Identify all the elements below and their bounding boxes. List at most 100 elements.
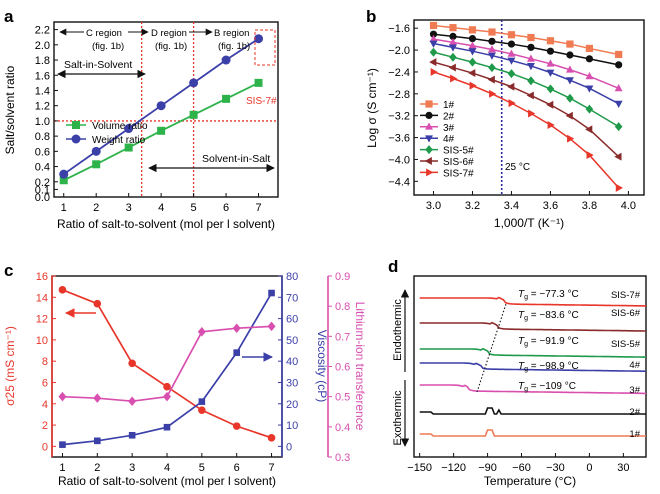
data-point — [585, 72, 594, 80]
data-point — [267, 434, 276, 442]
legend-marker-weight — [71, 134, 81, 144]
data-point — [528, 109, 536, 118]
data-point — [448, 63, 456, 72]
panel-c-ylabel-viscosity: Viscosity (cP) — [315, 330, 329, 402]
panel-a-xtick-label: 3 — [126, 202, 132, 214]
panel-c-left-tick-label: 14 — [36, 292, 48, 304]
panel-c-transference-tick-label: 0.6 — [335, 362, 350, 374]
panel-b-ytick-label: −1.6 — [388, 23, 410, 35]
curve-label: 2# — [629, 407, 640, 418]
panel-a-ytick-label: 0.8 — [35, 131, 50, 143]
data-point — [507, 57, 516, 65]
data-point — [614, 152, 622, 161]
curve-label: 1# — [629, 429, 640, 440]
data-point — [189, 110, 198, 119]
d-region-fig: (fig. 1b) — [155, 41, 187, 52]
data-point — [163, 423, 171, 431]
data-point — [58, 286, 67, 294]
panel-c-xtick-label: 4 — [164, 462, 170, 474]
curve-label: 3# — [629, 385, 640, 396]
tg-label: Tg = −77.3 °C — [518, 289, 579, 301]
data-point — [429, 30, 438, 38]
curve-label: 4# — [629, 360, 640, 371]
data-point — [546, 37, 555, 45]
data-point — [430, 67, 438, 76]
panel-a-ytick-label: 0.4 — [35, 162, 50, 174]
series-line-sis-5# — [433, 51, 620, 128]
series-line-left — [62, 289, 272, 439]
panel-c-ylabel-transference: Lithium-ion transference — [353, 302, 367, 431]
data-point — [546, 59, 555, 67]
panel-c-left-tick-label: 4 — [42, 399, 48, 411]
legend-label: 3# — [443, 123, 455, 134]
panel-c-transference-tick-label: 0.3 — [335, 452, 350, 464]
panel-b-xtick-label: 4.0 — [621, 200, 636, 212]
data-point — [197, 327, 206, 337]
data-point — [468, 57, 477, 67]
panel-c-left-tick-label: 16 — [36, 271, 48, 283]
data-point — [526, 63, 535, 71]
legend-marker — [425, 135, 433, 143]
data-point — [124, 124, 134, 134]
data-point — [565, 111, 573, 120]
c-region-fig: (fig. 1b) — [92, 41, 124, 52]
data-point — [449, 32, 457, 41]
panel-d-xtick-label: −90 — [478, 462, 497, 474]
panel-c-xtick-label: 2 — [94, 462, 100, 474]
panel-a-legend: Volume ratio Weight ratio — [66, 121, 148, 146]
data-point — [614, 84, 623, 92]
dsc-curve-3# — [419, 384, 646, 395]
dsc-curve-sis-5# — [419, 347, 646, 358]
panel-c-transference-tick-label: 0.9 — [335, 271, 350, 283]
panel-c-xtick-label: 5 — [199, 462, 205, 474]
data-point — [468, 41, 477, 49]
data-point — [585, 125, 593, 134]
legend-label-volume: Volume ratio — [92, 121, 148, 132]
data-point — [526, 54, 535, 62]
sis7-highlight-box — [254, 29, 276, 66]
data-point — [449, 52, 457, 62]
panel-a-ytick-label: 1.2 — [35, 101, 50, 113]
data-point — [189, 78, 199, 88]
data-point — [163, 382, 171, 391]
legend-marker — [425, 145, 433, 155]
panel-c-left-tick-label: 2 — [42, 420, 48, 432]
legend-label: 1# — [443, 100, 455, 111]
panel-b-chart: 3.0 3.2 3.4 3.6 3.8 4.0 −1.6 −2.0 −2.4 −2.8 −3.2 −3… — [365, 19, 645, 230]
panel-a-ytick-label: 1.4 — [35, 85, 50, 97]
data-point — [163, 391, 171, 402]
panel-b-xtick-label: 3.6 — [543, 200, 558, 212]
panel-c-viscosity-tick-label: 40 — [286, 356, 298, 368]
data-point — [254, 34, 264, 44]
dsc-curve-1# — [419, 429, 646, 437]
data-point — [507, 49, 516, 57]
panel-c-transference-tick-label: 0.4 — [335, 422, 350, 434]
data-point — [93, 299, 102, 308]
panel-c-transference-tick-label: 0.7 — [335, 331, 350, 343]
panel-c-transference-tick-label: 0.8 — [335, 301, 350, 313]
panel-c-chart: 1 2 3 4 5 6 70246810121416010203040506070800.3… — [3, 271, 367, 488]
data-point — [507, 82, 515, 91]
panel-d-xtick-label: −150 — [407, 462, 432, 474]
data-point — [488, 52, 496, 60]
data-point — [547, 121, 555, 129]
legend-label: SIS-5# — [443, 146, 474, 157]
data-point — [566, 93, 574, 103]
data-point — [489, 89, 497, 98]
panel-b-ytick-label: −3.2 — [388, 111, 410, 123]
panel-a-ytick-label: 0.6 — [35, 146, 50, 158]
panel-a-ytick-label: 0.2 — [35, 177, 50, 189]
panel-d-chart: −150 −120 −90 −60 −30 0 30 Temperature (°C) En… — [392, 275, 647, 488]
data-point — [429, 47, 438, 57]
dsc-curve-sis-7# — [419, 296, 646, 307]
data-point — [232, 422, 241, 430]
panel-b-ytick-label: −4.0 — [388, 154, 410, 166]
panel-a-xtick-label: 2 — [93, 202, 99, 214]
series-line-sis-7# — [433, 71, 620, 189]
panel-c-left-tick-label: 6 — [42, 377, 48, 389]
panel-a-ytick-label: 1.0 — [35, 116, 50, 128]
panel-a-xtick-label: 7 — [255, 202, 261, 214]
data-point — [566, 51, 574, 59]
data-point — [488, 63, 496, 73]
data-point — [232, 323, 241, 333]
